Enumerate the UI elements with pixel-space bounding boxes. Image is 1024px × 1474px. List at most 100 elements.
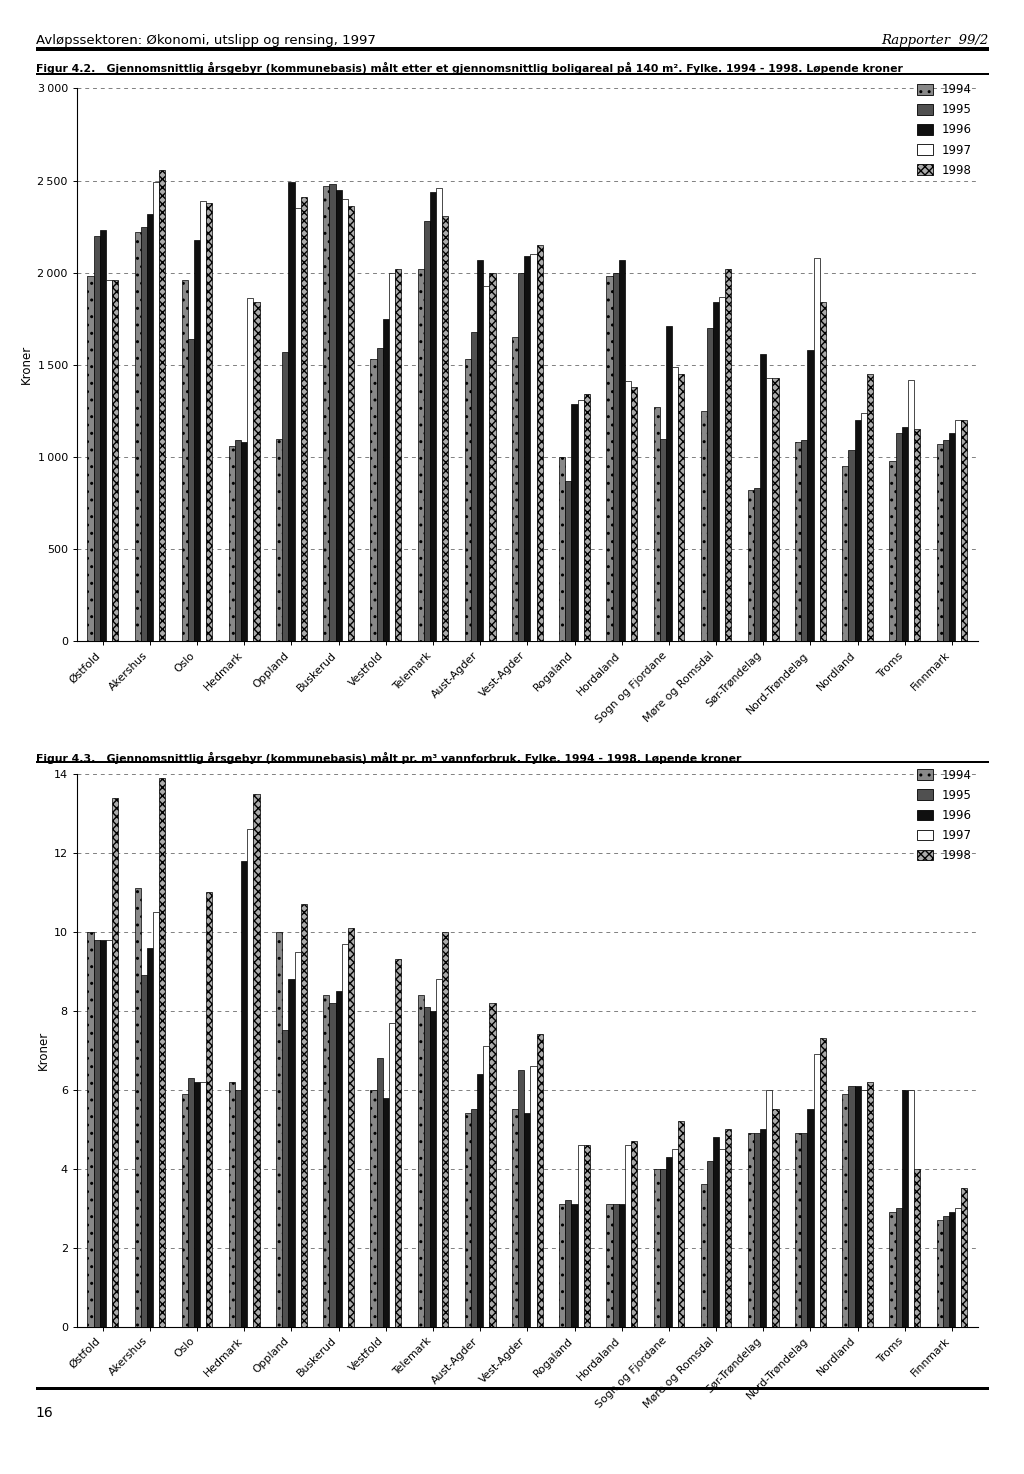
Bar: [748, 1134, 754, 1327]
Bar: [112, 797, 118, 1327]
Bar: [324, 186, 330, 641]
Bar: [424, 221, 430, 641]
Bar: [606, 1204, 612, 1327]
Bar: [371, 360, 377, 641]
Bar: [436, 979, 442, 1327]
Bar: [194, 1082, 200, 1327]
Bar: [955, 420, 962, 641]
Bar: [436, 189, 442, 641]
Bar: [700, 1185, 707, 1327]
Bar: [153, 183, 159, 641]
Bar: [153, 912, 159, 1327]
Text: Avløpssektoren: Økonomi, utslipp og rensing, 1997: Avløpssektoren: Økonomi, utslipp og rens…: [36, 34, 376, 47]
Text: Figur 4.3.   Gjennomsnittlig årsgebyr (kommunebasis) målt pr. m³ vannforbruk. Fy: Figur 4.3. Gjennomsnittlig årsgebyr (kom…: [36, 752, 741, 764]
Bar: [471, 332, 477, 641]
Bar: [625, 1145, 631, 1327]
Bar: [625, 382, 631, 641]
Bar: [276, 439, 283, 641]
Bar: [713, 1136, 719, 1327]
Bar: [713, 302, 719, 641]
Bar: [395, 270, 401, 641]
Bar: [801, 1134, 807, 1327]
Bar: [659, 439, 666, 641]
Bar: [659, 1169, 666, 1327]
Bar: [254, 302, 260, 641]
Bar: [725, 1129, 731, 1327]
Bar: [99, 940, 105, 1327]
Bar: [236, 441, 242, 641]
Bar: [908, 380, 914, 641]
Bar: [565, 1200, 571, 1327]
Bar: [672, 367, 678, 641]
Bar: [795, 1134, 801, 1327]
Bar: [206, 892, 212, 1327]
Bar: [571, 1204, 578, 1327]
Bar: [855, 420, 861, 641]
Bar: [377, 348, 383, 641]
Bar: [565, 481, 571, 641]
Bar: [182, 280, 188, 641]
Bar: [559, 1204, 565, 1327]
Text: 16: 16: [36, 1406, 53, 1419]
Bar: [537, 245, 543, 641]
Bar: [943, 441, 949, 641]
Bar: [666, 326, 672, 641]
Bar: [618, 1204, 625, 1327]
Bar: [242, 442, 248, 641]
Bar: [389, 1023, 395, 1327]
Bar: [301, 904, 307, 1327]
Bar: [518, 273, 524, 641]
Bar: [134, 889, 140, 1327]
Bar: [477, 1075, 483, 1327]
Bar: [105, 940, 112, 1327]
Bar: [342, 943, 348, 1327]
Bar: [571, 404, 578, 641]
Bar: [530, 255, 537, 641]
Bar: [159, 778, 165, 1327]
Bar: [242, 861, 248, 1327]
Bar: [283, 352, 289, 641]
Bar: [342, 199, 348, 641]
Bar: [896, 1209, 902, 1327]
Bar: [518, 1070, 524, 1327]
Bar: [465, 360, 471, 641]
Bar: [813, 258, 819, 641]
Bar: [465, 1113, 471, 1327]
Bar: [937, 444, 943, 641]
Bar: [383, 318, 389, 641]
Bar: [140, 976, 146, 1327]
Bar: [159, 170, 165, 641]
Bar: [477, 259, 483, 641]
Bar: [483, 1047, 489, 1327]
Bar: [87, 932, 93, 1327]
Bar: [512, 338, 518, 641]
Bar: [707, 1162, 713, 1327]
Bar: [471, 1110, 477, 1327]
Bar: [93, 236, 99, 641]
Bar: [200, 200, 206, 641]
Bar: [849, 450, 855, 641]
Bar: [559, 457, 565, 641]
Bar: [902, 1089, 908, 1327]
Bar: [395, 960, 401, 1327]
Bar: [229, 1082, 236, 1327]
Bar: [843, 1094, 849, 1327]
Bar: [606, 277, 612, 641]
Bar: [678, 1122, 684, 1327]
Bar: [914, 1169, 921, 1327]
Bar: [99, 230, 105, 641]
Bar: [140, 227, 146, 641]
Bar: [146, 948, 153, 1327]
Bar: [908, 1089, 914, 1327]
Bar: [377, 1058, 383, 1327]
Bar: [618, 259, 625, 641]
Bar: [807, 1110, 813, 1327]
Bar: [949, 1212, 955, 1327]
Bar: [631, 388, 637, 641]
Bar: [653, 1169, 659, 1327]
Bar: [653, 407, 659, 641]
Bar: [248, 299, 254, 641]
Bar: [937, 1220, 943, 1327]
Bar: [524, 256, 530, 641]
Bar: [748, 489, 754, 641]
